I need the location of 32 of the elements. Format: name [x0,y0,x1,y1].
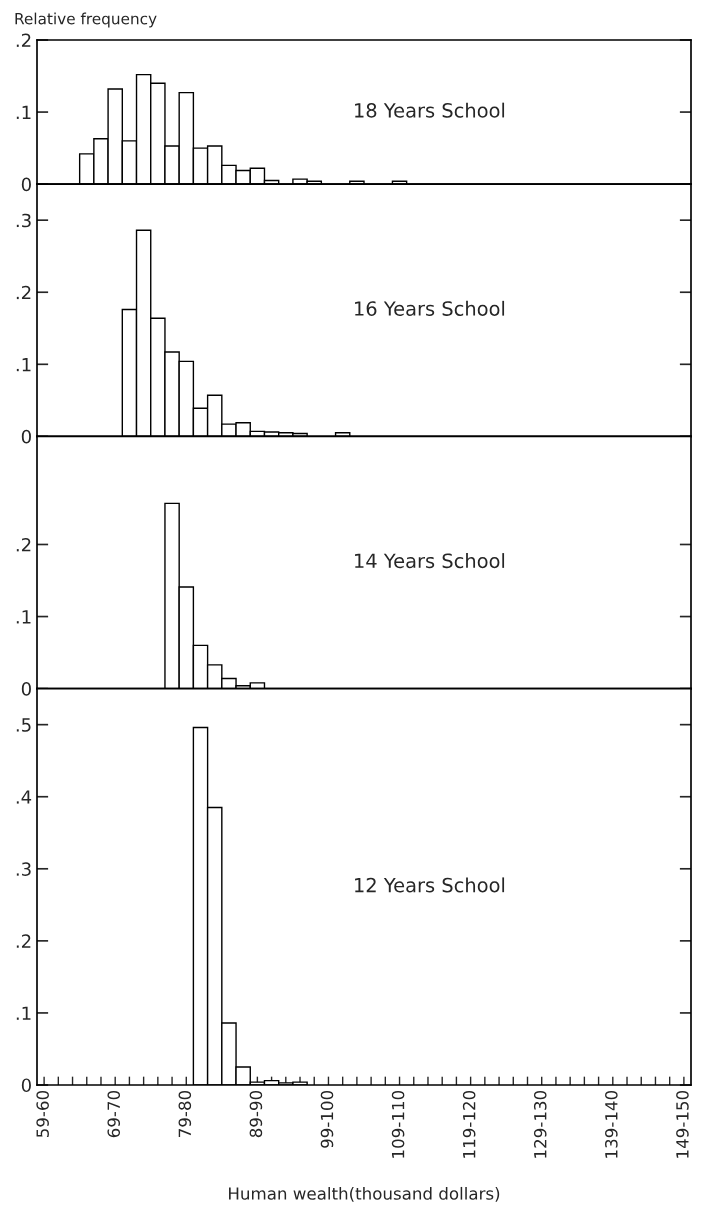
y-tick-label: .1 [16,610,31,624]
y-tick-label: .2 [16,537,31,552]
y-tick-label: .2 [16,33,31,47]
x-tick-label: 59-60 [36,1090,49,1137]
y-tick-label: .2 [16,285,31,300]
text: 16 Years School [355,300,505,316]
x-tick-label: 99-100 [320,1090,334,1148]
y-tick-label: .1 [16,1006,31,1020]
y-tick-label: .2 [16,934,31,948]
x-tick-label: 89-90 [249,1090,263,1138]
x-tick-label: 79-80 [178,1090,192,1137]
text: 12 Years School [355,877,505,893]
text: 18 Years School [355,102,505,118]
x-tick-label: 69-70 [107,1090,121,1138]
x-tick-label: 119-120 [462,1090,476,1158]
y-tick-label: .3 [16,862,31,876]
y-tick-label: .5 [16,718,31,732]
y-tick-label: 0 [21,682,31,696]
y-tick-label: 0 [21,429,31,444]
x-tick-label: 129-130 [533,1090,547,1158]
y-tick-label: .3 [16,213,31,228]
y-axis-title: Relative frequency [15,12,157,28]
x-tick-label: 149-150 [676,1090,689,1158]
y-tick-label: .1 [16,105,31,119]
y-tick-label: 0 [21,177,31,192]
x-axis-title: Human wealth(thousand dollars) [229,1186,500,1202]
y-tick-label: .4 [16,790,32,804]
x-tick-label: 139-140 [605,1090,618,1158]
text: 14 Years School [355,553,505,569]
y-tick-label: 0 [21,1078,31,1093]
x-tick-label: 109-110 [391,1090,405,1158]
y-tick-label: .1 [16,358,31,372]
